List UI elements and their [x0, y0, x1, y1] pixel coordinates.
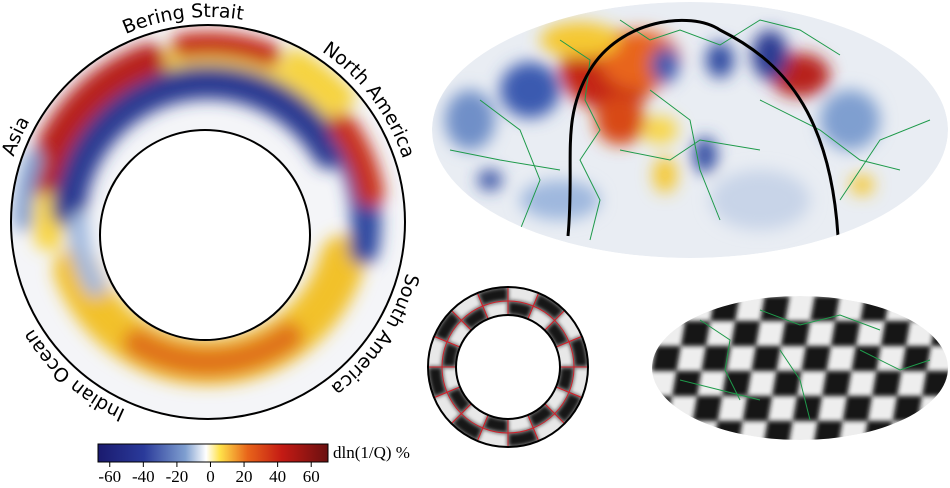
cross-section — [11, 25, 405, 419]
tick-label: -60 — [98, 467, 121, 486]
anomaly-blob — [520, 180, 600, 220]
plate-boundary — [559, 39, 601, 241]
colorbar-label: dln(1/Q) % — [333, 443, 410, 462]
tick-label: -40 — [132, 467, 155, 486]
checker-cell — [810, 296, 840, 321]
checker-cell — [780, 321, 811, 346]
grid-line — [441, 300, 575, 434]
anomaly-blob — [710, 170, 810, 230]
tick-label: 60 — [303, 467, 320, 486]
checker-cell — [544, 320, 569, 348]
checker-cell — [451, 413, 483, 441]
checker-cell — [447, 386, 472, 414]
coastline — [859, 349, 931, 371]
checker-cell — [930, 321, 948, 346]
coastline — [779, 349, 811, 421]
plate-boundary — [479, 99, 541, 231]
anomaly-blob — [642, 116, 678, 144]
checker-cell — [851, 346, 881, 371]
checker-cell — [863, 421, 893, 440]
colorbar-gradient — [97, 443, 329, 463]
checker-cell — [822, 371, 852, 396]
anomaly-blob — [445, 90, 495, 150]
checkerboard-map — [652, 296, 948, 440]
checker-cell — [913, 421, 943, 440]
coastline — [679, 379, 761, 401]
checker-cell — [830, 321, 861, 346]
anomaly-blob — [500, 62, 560, 118]
checker-cell — [813, 421, 843, 440]
checker-cell — [742, 396, 773, 421]
anomaly-blob — [653, 157, 677, 193]
anomaly-blob — [706, 42, 734, 78]
anomaly-blob — [68, 212, 106, 297]
checker-cell — [434, 310, 462, 342]
plate-boundary — [619, 19, 841, 56]
tick-label: 0 — [206, 467, 215, 486]
colorbar: dln(1/Q) % -60 -40 -20 0 20 40 60 — [97, 443, 410, 486]
checker-cell — [680, 321, 711, 346]
checker-cell — [652, 346, 681, 371]
checker-cell — [892, 396, 923, 421]
great-circle-path — [566, 18, 840, 237]
checker-cell — [672, 371, 702, 396]
checker-cell — [652, 396, 673, 421]
checker-cell — [922, 371, 948, 396]
checker-cell — [710, 296, 740, 321]
checker-cell — [801, 346, 831, 371]
checker-cell — [842, 396, 873, 421]
checker-cell — [872, 371, 902, 396]
core — [99, 129, 311, 341]
checker-cell — [910, 296, 940, 321]
plate-boundary — [759, 99, 901, 171]
tick-label: -20 — [166, 467, 189, 486]
anomaly-blob — [329, 113, 385, 208]
plate-boundary — [619, 139, 761, 161]
checker-cell — [751, 346, 781, 371]
anomaly-blob — [820, 90, 880, 150]
core — [455, 314, 561, 420]
checker-cell — [772, 371, 802, 396]
checker-cell — [760, 296, 790, 321]
anomaly-blob — [850, 175, 874, 195]
outer-boundary — [10, 24, 406, 420]
checker-cell — [763, 421, 793, 440]
anomaly-blob — [540, 22, 620, 58]
map-background — [652, 296, 948, 440]
coastline — [759, 309, 881, 331]
anomaly-blob — [171, 32, 281, 67]
anomaly-blob — [595, 95, 645, 145]
anomaly-blob — [14, 149, 44, 231]
anomaly-blob — [651, 47, 679, 83]
anomaly-blob — [51, 65, 347, 227]
checker-cell — [722, 371, 752, 396]
anomaly-blob — [752, 30, 788, 80]
checker-cell — [461, 306, 489, 331]
checker-cell — [880, 321, 911, 346]
checker-cell — [730, 321, 761, 346]
anomaly-blob — [478, 170, 502, 190]
anomaly-blob — [284, 48, 356, 109]
checker-cell — [901, 346, 931, 371]
outer-boundary — [427, 286, 589, 448]
checker-cell — [713, 421, 743, 440]
checker-cell — [660, 296, 690, 321]
checker-cell — [692, 396, 723, 421]
checker-cell — [533, 293, 565, 321]
plate-boundary — [449, 149, 561, 171]
coastline — [699, 319, 741, 401]
tick-label: 20 — [236, 467, 253, 486]
checker-cell — [663, 421, 693, 440]
anomaly-blob — [123, 321, 304, 377]
world-map — [432, 2, 948, 258]
checker-cell — [554, 392, 582, 424]
checker-cell — [527, 403, 555, 428]
plate-boundary — [649, 89, 721, 221]
plate-boundary — [839, 119, 931, 201]
tick-label: 40 — [269, 467, 286, 486]
anomaly-blob — [24, 43, 167, 195]
checker-cell — [701, 346, 731, 371]
checker-cell — [860, 296, 890, 321]
